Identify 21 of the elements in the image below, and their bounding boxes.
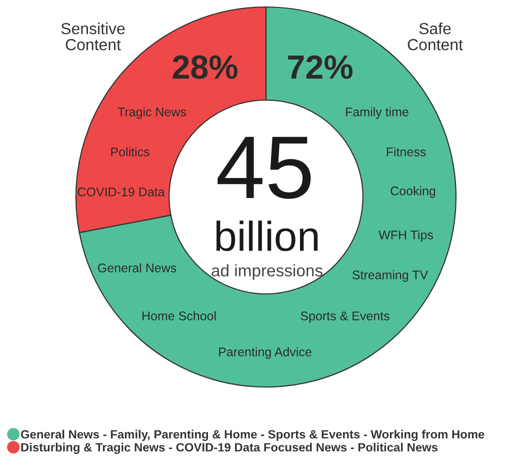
legend-label: General News - Family, Parenting & Home - Sports & Events - Working from Home xyxy=(21,430,484,441)
text: WFH Tips xyxy=(378,230,433,242)
text: 45 xyxy=(218,136,311,199)
legend-label: Disturbing & Tragic News - COVID-19 Data Focused News - Political News xyxy=(21,442,438,454)
text: Fitness xyxy=(386,147,426,156)
text: Home School xyxy=(142,311,216,320)
text: General News xyxy=(98,263,176,272)
text: Streaming TV xyxy=(352,270,428,282)
text: Cooking xyxy=(390,186,436,198)
data-label: 72% xyxy=(288,55,352,79)
text: Sensitive Content xyxy=(61,22,125,50)
text: Politics xyxy=(111,147,150,156)
text: Sports & Events xyxy=(300,312,390,323)
text: COVID-19 Data xyxy=(78,188,165,196)
text: Parenting Advice xyxy=(219,347,312,359)
text: Family time xyxy=(346,107,408,119)
data-label: 28% xyxy=(172,55,238,79)
text: Safe Content xyxy=(408,22,463,50)
text: Tragic News xyxy=(118,107,186,119)
text: ad impressions xyxy=(212,264,322,280)
text: billion xyxy=(216,220,318,252)
